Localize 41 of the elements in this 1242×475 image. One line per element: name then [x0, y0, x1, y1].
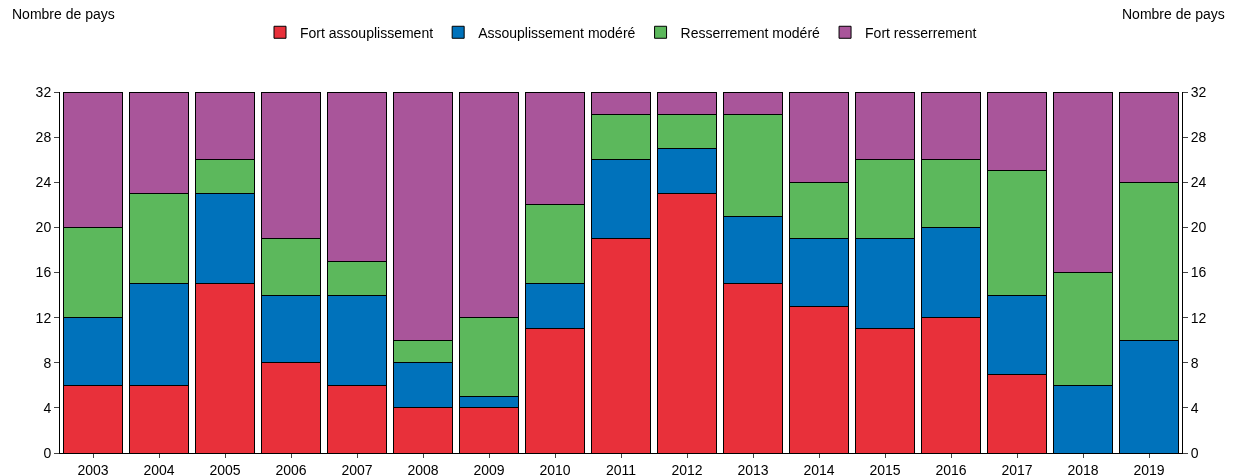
y-tick-label: 24	[35, 174, 52, 191]
y2-tick-label: 12	[1190, 309, 1207, 326]
text: Nombre de pays	[12, 6, 115, 22]
x-tick-label: 2018	[1067, 461, 1099, 475]
y2-tick-label: 20	[1190, 219, 1207, 236]
x-tick-label: 2015	[869, 461, 901, 475]
x-tick-label: 2005	[209, 461, 241, 475]
y-tick-label: 28	[35, 129, 52, 146]
y2-tick-label: 8	[1190, 354, 1199, 371]
y-tick-label: 12	[35, 309, 52, 326]
x-tick-label: 2008	[407, 461, 439, 475]
y-tick-label: 16	[35, 264, 52, 281]
x-tick-label: 2013	[737, 461, 769, 475]
x-tick-label: 2007	[341, 461, 373, 475]
x-tick-label: 2006	[275, 461, 307, 475]
y2-tick-label: 4	[1190, 399, 1199, 416]
x-tick-label: 2010	[539, 461, 571, 475]
y2-tick-label: 16	[1190, 264, 1207, 281]
y2-tick-label: 32	[1190, 83, 1207, 100]
y2-tick-label: 0	[1190, 444, 1199, 461]
x-tick-label: 2019	[1133, 461, 1165, 475]
x-tick-label: 2012	[671, 461, 703, 475]
legend-label: Resserrement modéré	[680, 24, 821, 41]
legend-label: Fort resserrement	[865, 24, 977, 41]
legend-label: Fort assouplissement	[300, 24, 434, 41]
y-tick-label: 8	[43, 354, 52, 371]
y-tick-label: 4	[43, 399, 52, 416]
y-tick-label: 20	[35, 219, 52, 236]
x-tick-label: 2009	[473, 461, 505, 475]
x-tick-label: 2017	[1001, 461, 1033, 475]
x-tick-label: 2011	[605, 461, 637, 475]
y2-tick-label: 28	[1190, 129, 1207, 146]
y2-tick-label: 24	[1190, 174, 1207, 191]
x-tick-label: 2016	[935, 461, 967, 475]
legend-label: Assouplissement modéré	[478, 24, 636, 41]
y-tick-label: 32	[35, 83, 52, 100]
x-tick-label: 2004	[143, 461, 175, 475]
x-tick-label: 2003	[77, 461, 109, 475]
x-tick-label: 2014	[803, 461, 835, 475]
y-tick-label: 0	[43, 444, 52, 461]
text: Nombre de pays	[1122, 6, 1225, 22]
